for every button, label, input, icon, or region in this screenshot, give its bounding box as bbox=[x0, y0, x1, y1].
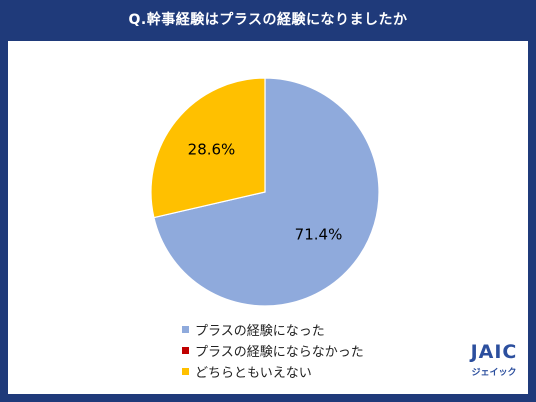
chart-title: Q.幹事経験はプラスの経験になりましたか bbox=[128, 12, 408, 28]
legend-label-negative: プラスの経験にならなかった bbox=[195, 345, 364, 360]
legend-item-negative: プラスの経験にならなかった bbox=[182, 340, 364, 361]
legend-swatch-neutral bbox=[182, 368, 189, 375]
slice-neutral bbox=[150, 77, 266, 219]
slice-positive-label: 71.4% bbox=[295, 226, 343, 244]
slice-neutral-label: 28.6% bbox=[188, 140, 236, 158]
pie-chart: 71.4% 28.6% bbox=[150, 77, 380, 307]
logo-main: JAIC bbox=[470, 341, 518, 363]
slice-positive bbox=[153, 77, 380, 307]
legend: プラスの経験になった プラスの経験にならなかった どちらともいえない bbox=[182, 319, 364, 382]
legend-item-positive: プラスの経験になった bbox=[182, 319, 364, 340]
chart-card: 71.4% 28.6% プラスの経験になった プラスの経験にならなかった どちらと… bbox=[8, 41, 528, 394]
logo-sub: ジェイック bbox=[471, 368, 517, 378]
jaic-logo: JAIC ジェイック bbox=[466, 341, 522, 387]
legend-swatch-positive bbox=[182, 326, 189, 333]
legend-item-neutral: どちらともいえない bbox=[182, 361, 364, 382]
legend-label-positive: プラスの経験になった bbox=[195, 324, 325, 339]
legend-label-neutral: どちらともいえない bbox=[195, 366, 312, 381]
legend-swatch-negative bbox=[182, 347, 189, 354]
